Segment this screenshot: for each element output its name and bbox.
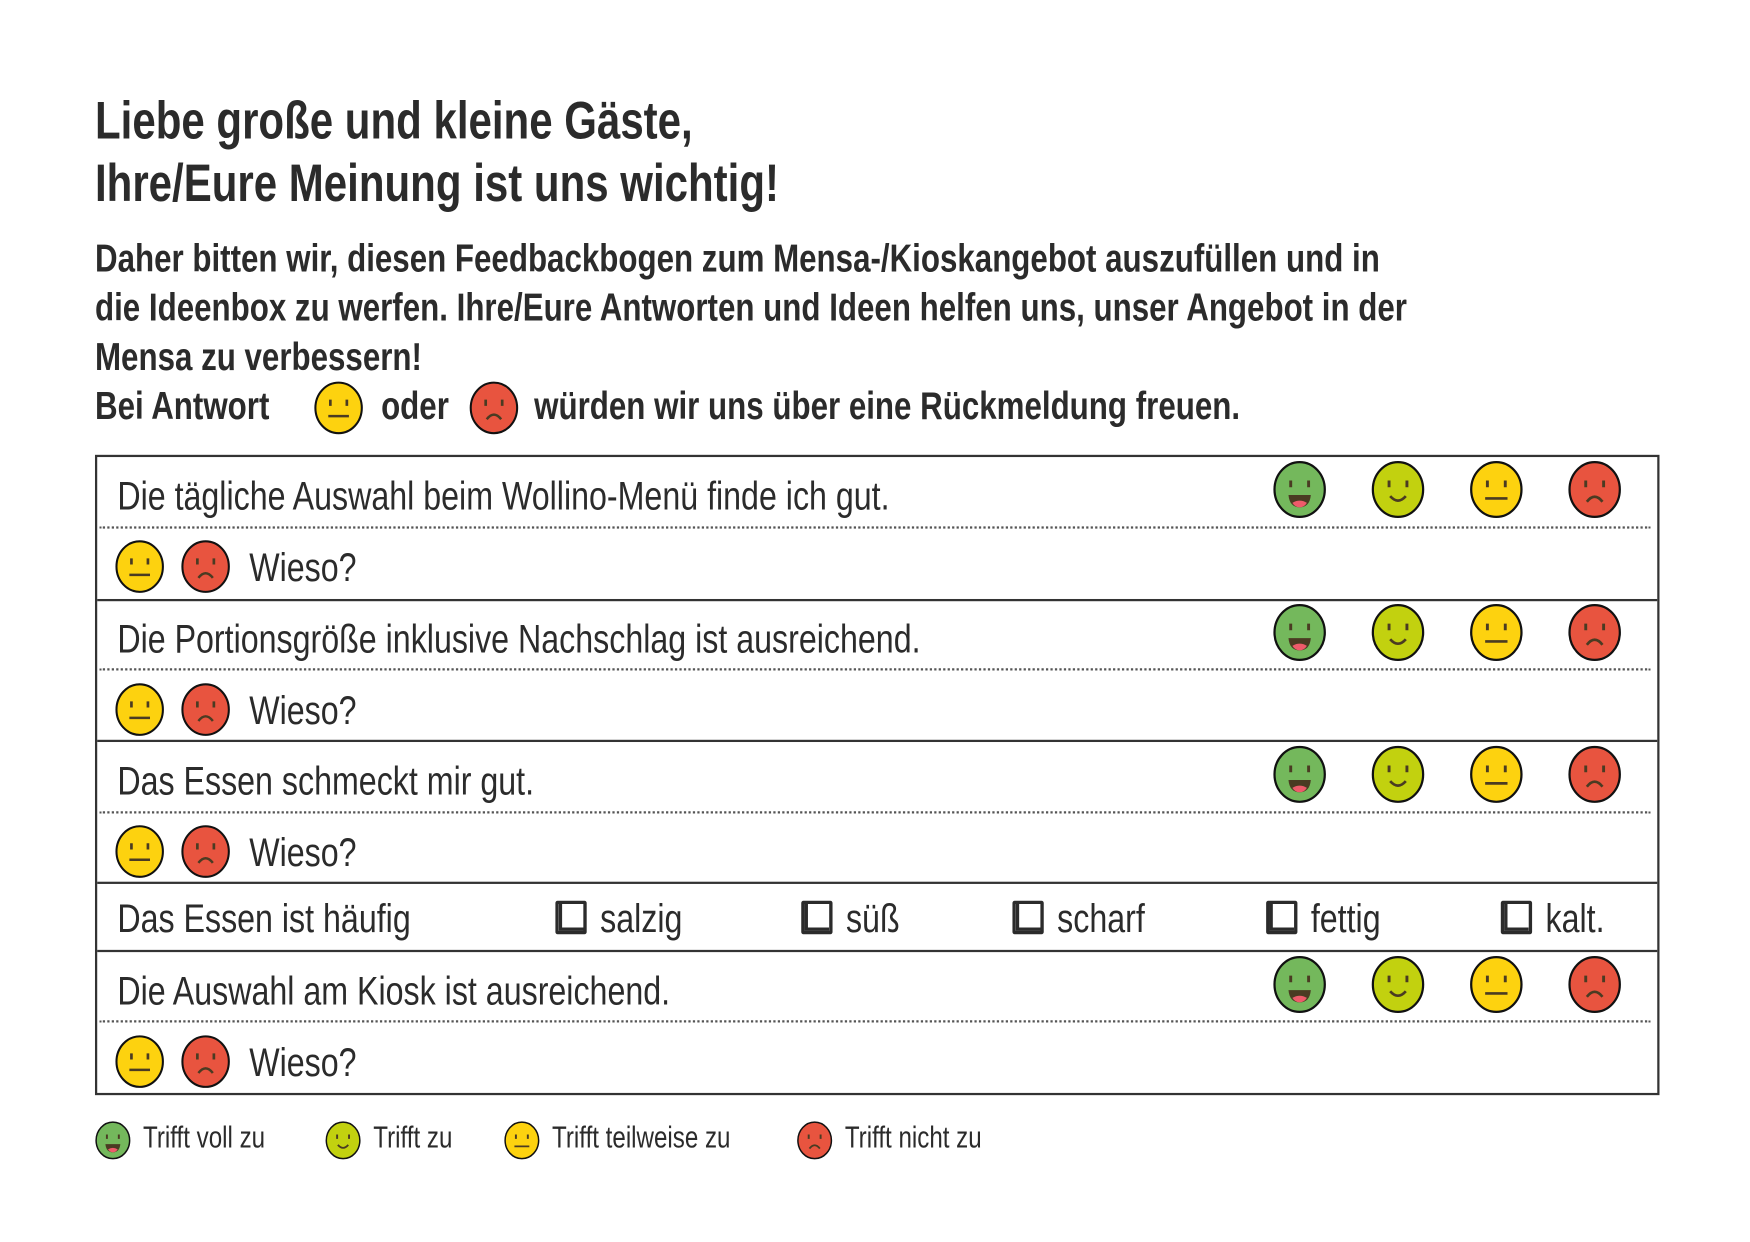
checkbox-fettig[interactable]: fettig — [1266, 895, 1398, 942]
why-label: Wieso? — [249, 829, 357, 876]
question-text: Die Auswahl am Kiosk ist ausreichend. — [117, 967, 671, 1014]
sad-face-icon — [179, 540, 233, 594]
question-text: Die tägliche Auswahl beim Wollino-Menü f… — [117, 472, 890, 519]
sad-face-icon — [179, 1035, 233, 1089]
checkbox-icon[interactable] — [1012, 900, 1044, 935]
intro-line-2: die Ideenbox zu werfen. Ihre/Eure Antwor… — [94, 286, 1407, 330]
checkbox-suess[interactable]: süß — [801, 895, 913, 942]
checkbox-scharf[interactable]: scharf — [1012, 895, 1166, 942]
neutral-face-icon — [113, 825, 167, 879]
neutral-face-icon[interactable] — [1470, 745, 1524, 803]
checkbox-icon[interactable] — [1500, 900, 1533, 935]
legend-label: Trifft voll zu — [143, 1120, 266, 1155]
divider — [99, 1020, 1651, 1023]
checkbox-icon[interactable] — [1266, 900, 1298, 935]
question-text: Die Portionsgröße inklusive Nachschlag i… — [117, 615, 921, 662]
neutral-face-icon[interactable] — [1470, 955, 1524, 1014]
intro-line-4c: würden wir uns über eine Rückmeldung fre… — [534, 384, 1241, 429]
divider — [99, 811, 1651, 814]
very-happy-face-icon[interactable] — [1273, 745, 1327, 803]
sad-face-icon — [467, 381, 521, 435]
checkbox-icon[interactable] — [801, 900, 833, 935]
neutral-face-icon — [113, 540, 167, 594]
happy-face-icon[interactable] — [1371, 745, 1425, 803]
why-label: Wieso? — [249, 687, 357, 734]
why-label: Wieso? — [249, 1039, 357, 1086]
neutral-face-icon[interactable] — [1470, 460, 1524, 518]
checkbox-kalt[interactable]: kalt. — [1500, 895, 1619, 942]
very-happy-face-icon[interactable] — [1273, 955, 1327, 1014]
divider — [97, 598, 1658, 602]
happy-face-icon[interactable] — [1371, 955, 1425, 1014]
taste-label: Das Essen ist häufig — [117, 895, 411, 941]
neutral-face-icon — [113, 1035, 167, 1089]
heading-line-1: Liebe große und kleine Gäste, — [94, 90, 693, 150]
divider — [99, 526, 1651, 529]
very-happy-face-icon[interactable] — [1273, 603, 1327, 662]
neutral-face-icon[interactable] — [1470, 603, 1524, 662]
neutral-face-icon — [312, 381, 366, 435]
intro-line-4a: Bei Antwort — [94, 384, 270, 429]
very-happy-face-icon — [95, 1121, 131, 1160]
intro-line-3: Mensa zu verbessern! — [94, 335, 422, 379]
sad-face-icon — [179, 825, 233, 879]
sad-face-icon — [179, 683, 233, 737]
sad-face-icon[interactable] — [1568, 955, 1622, 1014]
sad-face-icon[interactable] — [1568, 745, 1622, 803]
checkbox-salzig[interactable]: salzig — [555, 895, 703, 942]
sad-face-icon[interactable] — [1568, 460, 1622, 518]
divider — [97, 881, 1658, 884]
legend-label: Trifft nicht zu — [844, 1120, 982, 1155]
heading-line-2: Ihre/Eure Meinung ist uns wichtig! — [94, 153, 779, 213]
legend-label: Trifft teilweise zu — [552, 1120, 731, 1155]
happy-face-icon — [325, 1121, 361, 1160]
why-label: Wieso? — [249, 544, 357, 591]
feedback-table — [94, 454, 1660, 1096]
happy-face-icon[interactable] — [1371, 603, 1425, 662]
intro-line-1: Daher bitten wir, diesen Feedbackbogen z… — [94, 236, 1380, 281]
very-happy-face-icon[interactable] — [1273, 460, 1327, 518]
divider — [97, 739, 1658, 743]
neutral-face-icon — [113, 683, 167, 737]
divider — [99, 668, 1651, 671]
sad-face-icon — [797, 1121, 833, 1160]
neutral-face-icon — [504, 1121, 540, 1160]
sad-face-icon[interactable] — [1568, 603, 1622, 662]
intro-line-4b: oder — [381, 384, 449, 429]
happy-face-icon[interactable] — [1371, 460, 1425, 518]
divider — [97, 949, 1658, 953]
question-text: Das Essen schmeckt mir gut. — [117, 757, 535, 804]
legend-label: Trifft zu — [373, 1120, 453, 1155]
checkbox-icon[interactable] — [555, 900, 587, 935]
